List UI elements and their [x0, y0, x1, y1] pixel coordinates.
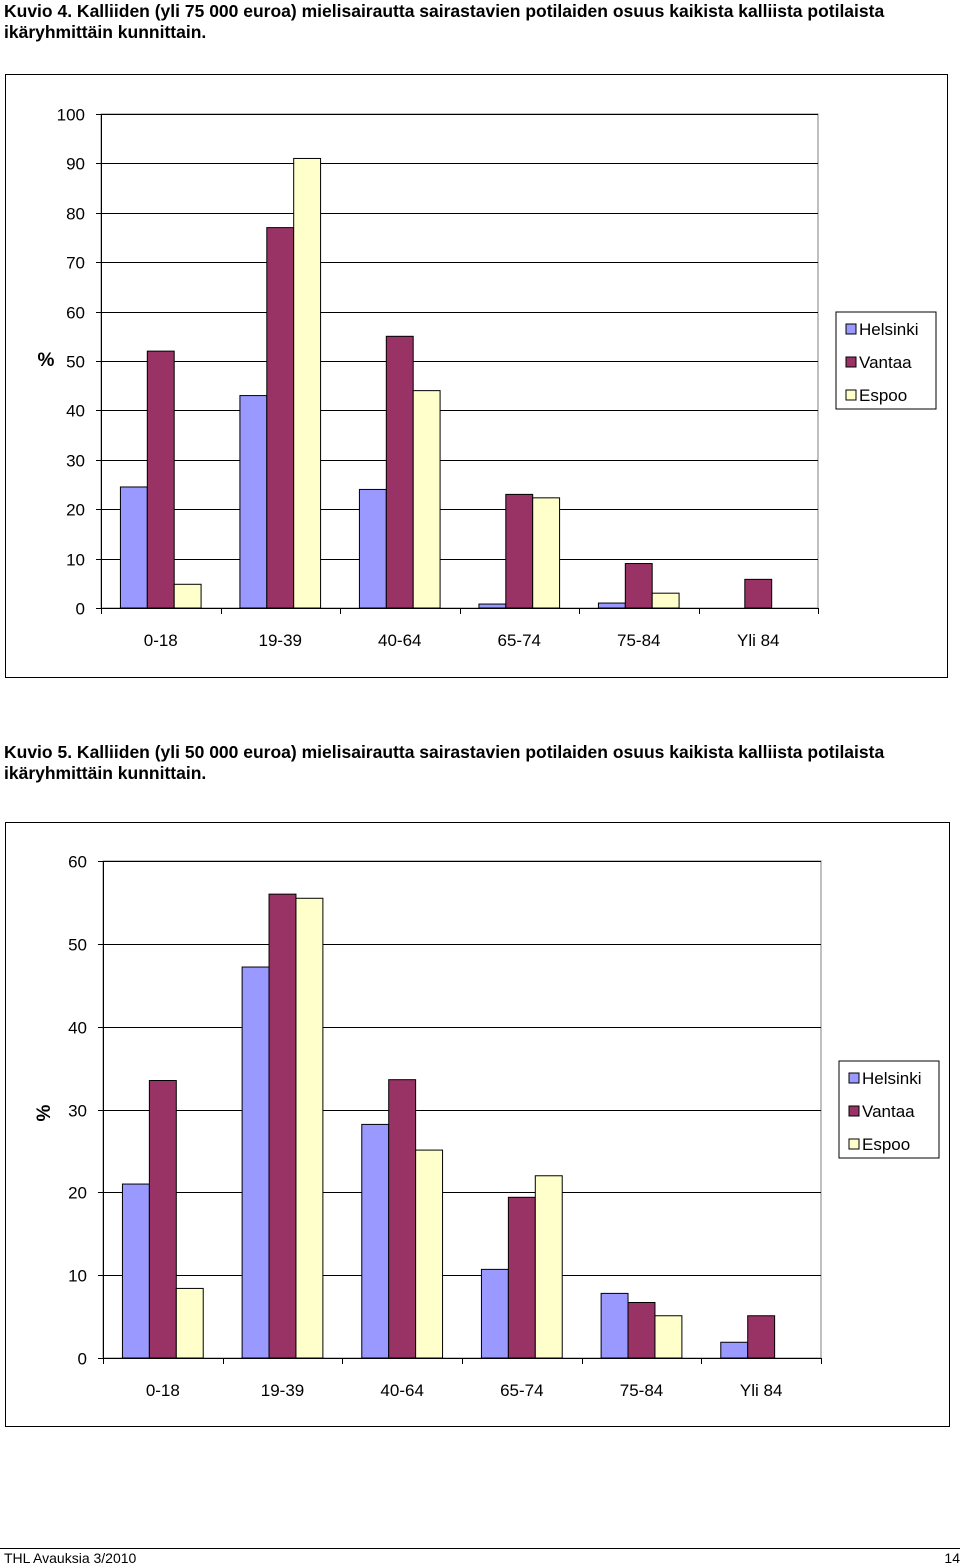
bar-espoo-75-84 — [654, 1315, 683, 1359]
bar-espoo-65-74 — [532, 497, 561, 609]
bar-espoo-40-64 — [415, 1149, 444, 1359]
bar-helsinki-yli-84 — [720, 1341, 749, 1359]
bar-espoo-19-39 — [295, 897, 324, 1359]
bar-helsinki-75-84 — [600, 1292, 629, 1359]
x-tick-label: 75-84 — [617, 631, 660, 650]
x-tick-label: 19-39 — [261, 1381, 304, 1400]
y-tick-label: 50 — [68, 936, 87, 955]
y-tick-label: 100 — [57, 106, 85, 125]
y-tick-label: 20 — [66, 501, 85, 520]
legend-label-vantaa: Vantaa — [859, 353, 912, 372]
legend-swatch-vantaa — [848, 1105, 860, 1117]
x-tick-label: 40-64 — [378, 631, 421, 650]
bar-vantaa-0-18 — [146, 350, 175, 609]
chart-figure-4-svg: 0 10 20 30 40 50 60 70 80 90 100% 0-18 19-39 40-64 65-… — [38, 106, 937, 650]
bar-helsinki-19-39 — [239, 395, 268, 609]
bar-vantaa-19-39 — [268, 893, 297, 1359]
bar-helsinki-0-18 — [121, 1183, 150, 1359]
bar-helsinki-75-84 — [597, 602, 626, 609]
footer-publication: THL Avauksia 3/2010 — [4, 1550, 137, 1566]
y-tick-label: 80 — [66, 205, 85, 224]
legend-label-espoo: Espoo — [859, 386, 907, 405]
bar-helsinki-40-64 — [361, 1123, 390, 1359]
figure-4-caption: Kuvio 4. Kalliiden (yli 75 000 euroa) mi… — [4, 1, 885, 42]
x-tick-label: 75-84 — [620, 1381, 663, 1400]
bar-helsinki-65-74 — [478, 603, 507, 609]
bar-vantaa-75-84 — [624, 563, 653, 609]
bar-helsinki-19-39 — [241, 966, 270, 1359]
legend-label-vantaa: Vantaa — [862, 1102, 915, 1121]
y-axis-label: % — [34, 1104, 55, 1121]
y-tick-label: 70 — [66, 254, 85, 273]
bar-espoo-40-64 — [412, 390, 441, 609]
x-tick-label: Yli 84 — [737, 631, 780, 650]
bar-espoo-19-39 — [293, 157, 322, 609]
chart-figure-4: 0 10 20 30 40 50 60 70 80 90 100% 0-18 19-39 40-64 65-… — [5, 74, 948, 678]
y-tick-label: 30 — [68, 1102, 87, 1121]
legend-label-espoo: Espoo — [862, 1135, 910, 1154]
bar-espoo-0-18 — [173, 583, 202, 609]
bar-vantaa-yli-84 — [747, 1315, 776, 1359]
x-tick-label: 0-18 — [146, 1381, 180, 1400]
page-footer: THL Avauksia 3/2010 14 — [0, 1548, 960, 1566]
bar-vantaa-0-18 — [148, 1080, 177, 1359]
y-tick-label: 0 — [78, 1350, 87, 1369]
bar-vantaa-19-39 — [266, 227, 295, 609]
figure-5-caption: Kuvio 5. Kalliiden (yli 50 000 euroa) mi… — [4, 742, 885, 783]
x-tick-label: 65-74 — [498, 631, 541, 650]
x-tick-label: 19-39 — [259, 631, 302, 650]
y-tick-label: 60 — [66, 304, 85, 323]
y-tick-label: 50 — [66, 353, 85, 372]
y-tick-label: 10 — [66, 551, 85, 570]
bar-espoo-65-74 — [534, 1175, 563, 1359]
legend-swatch-vantaa — [845, 356, 857, 368]
chart-figure-5-svg: 0 10 20 30 40 50 60% 0-18 19-39 40-64 65-74 75-84 Yl… — [34, 853, 940, 1400]
legend-swatch-helsinki — [848, 1072, 860, 1084]
bar-helsinki-40-64 — [358, 488, 387, 609]
bar-vantaa-40-64 — [385, 335, 414, 609]
y-tick-label: 10 — [68, 1267, 87, 1286]
x-tick-label: Yli 84 — [740, 1381, 783, 1400]
y-axis-label: % — [38, 350, 55, 371]
bar-espoo-75-84 — [651, 592, 680, 609]
legend-label-helsinki: Helsinki — [862, 1069, 922, 1088]
y-tick-label: 30 — [66, 452, 85, 471]
bar-vantaa-yli-84 — [744, 578, 773, 609]
x-tick-label: 0-18 — [144, 631, 178, 650]
legend-swatch-espoo — [848, 1138, 860, 1150]
bar-espoo-0-18 — [175, 1287, 204, 1359]
bar-vantaa-40-64 — [388, 1079, 417, 1359]
y-tick-label: 40 — [66, 402, 85, 421]
bar-vantaa-65-74 — [507, 1196, 536, 1359]
bar-vantaa-65-74 — [505, 493, 534, 609]
bar-helsinki-0-18 — [119, 486, 148, 609]
plot-area — [102, 860, 822, 1359]
footer-page-number: 14 — [944, 1550, 960, 1566]
x-tick-label: 40-64 — [380, 1381, 423, 1400]
y-tick-label: 40 — [68, 1019, 87, 1038]
legend-label-helsinki: Helsinki — [859, 320, 919, 339]
y-tick-label: 90 — [66, 155, 85, 174]
legend-swatch-espoo — [845, 389, 857, 401]
bar-vantaa-75-84 — [627, 1302, 656, 1359]
chart-figure-5: 0 10 20 30 40 50 60% 0-18 19-39 40-64 65-74 75-84 Yl… — [5, 822, 950, 1427]
y-tick-label: 0 — [76, 600, 85, 619]
bar-helsinki-65-74 — [480, 1268, 509, 1359]
y-tick-label: 20 — [68, 1184, 87, 1203]
y-tick-label: 60 — [68, 853, 87, 872]
x-tick-label: 65-74 — [500, 1381, 543, 1400]
legend-swatch-helsinki — [845, 323, 857, 335]
